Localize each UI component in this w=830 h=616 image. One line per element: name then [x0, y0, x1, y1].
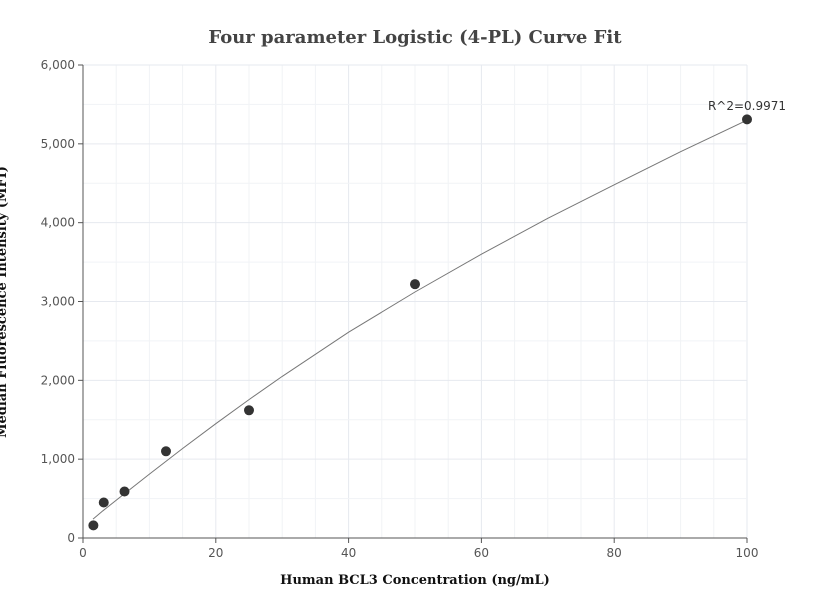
ticks: 0 20 40 60 80 100 0 1,000 2,000 3,000 4,000 5,000 6,…	[41, 58, 759, 560]
y-axis-title: Median Fluorescence Intensity (MFI)	[0, 166, 10, 438]
y-tick-label: 4,000	[41, 216, 75, 230]
y-tick-label: 5,000	[41, 137, 75, 151]
y-tick-label: 6,000	[41, 58, 75, 72]
y-tick-label: 3,000	[41, 295, 75, 309]
x-tick-label: 20	[208, 546, 223, 560]
x-tick-label: 0	[79, 546, 87, 560]
data-point	[161, 446, 171, 457]
y-tick-label: 2,000	[41, 373, 75, 387]
y-tick-label: 1,000	[41, 452, 75, 466]
chart-title: Four parameter Logistic (4-PL) Curve Fit	[208, 27, 622, 48]
data-point	[410, 279, 420, 290]
x-tick-label: 40	[341, 546, 356, 560]
grid	[83, 64, 748, 538]
data-point	[98, 497, 109, 508]
x-axis-title: Human BCL3 Concentration (ng/mL)	[280, 573, 550, 588]
x-tick-label: 60	[474, 546, 489, 560]
data-point	[742, 114, 752, 125]
x-tick-label: 80	[607, 546, 622, 560]
data-point	[88, 520, 99, 531]
data-point	[119, 486, 130, 497]
y-tick-label: 0	[67, 531, 75, 545]
r-squared-annotation: R^2=0.9971	[708, 99, 786, 113]
x-tick-label: 100	[736, 546, 759, 560]
fit-curve-line	[92, 119, 748, 520]
data-points	[88, 114, 752, 531]
data-point	[244, 405, 254, 416]
